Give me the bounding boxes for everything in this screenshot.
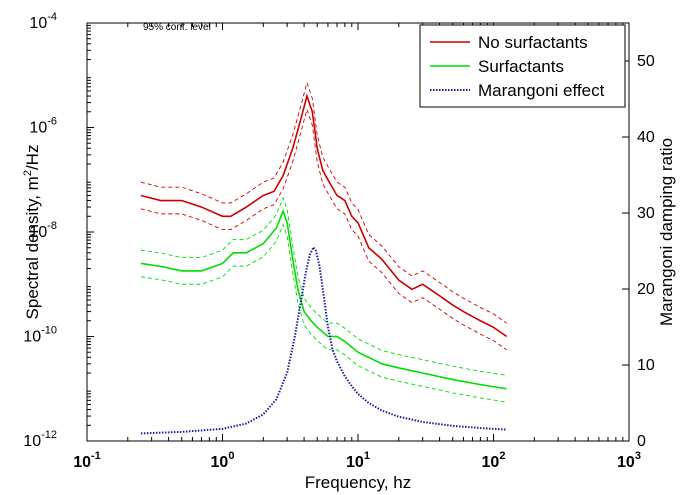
axes-layer: 10-1 100 101 102 10310-1210-1010-810-610-401… [23,11,655,471]
x-tick-label: 101 [346,450,370,471]
y-right-tick-label: 50 [637,53,655,70]
y-right-tick-label: 30 [637,205,655,222]
y-axis-left-title-main: Spectral density, m [23,176,42,319]
y-left-tick-label-base: 10 [29,224,47,241]
y-axis-left-title-tail: /Hz [23,145,42,171]
series-line-no-surfactants [140,93,508,338]
y-left-tick-label-base: 10 [23,433,41,450]
x-tick-label-base: 10 [346,454,364,471]
y-left-tick-label: 10-6 [29,116,57,137]
y-right-tick-label: 20 [637,281,655,298]
legend-label-marangoni: Marangoni effect [478,81,605,100]
conf-level-note: 95% conf. level [143,22,211,33]
legend: No surfactants Surfactants Marangoni eff… [419,24,626,108]
y-left-tick-label: 10-10 [23,325,57,346]
x-tick-label-exp: 2 [499,450,505,462]
x-tick-label: 103 [617,450,641,471]
series-line-surfactants [140,208,507,390]
x-tick-label: 100 [211,450,235,471]
y-left-tick-label: 10-4 [29,11,57,32]
y-left-tick-label-exp: -6 [47,116,57,128]
x-tick-label-exp: 0 [228,450,234,462]
y-left-tick-label-exp: -4 [47,11,57,23]
series-layer [140,81,508,435]
x-axis-title: Frequency, hz [305,473,411,492]
y-left-tick-label-exp: -10 [41,325,57,337]
y-left-tick-label-exp: -12 [41,429,57,441]
y-left-tick-label: 10-8 [29,220,57,241]
x-tick-label-exp: 3 [635,450,641,462]
x-tick-label-exp: -1 [91,450,101,462]
y-right-tick-label: 0 [637,433,646,450]
y-axis-right-title: Marangoni damping ratio [657,138,676,326]
y-axis-left-title: Spectral density, m2/Hz [22,145,42,320]
legend-label-no-surfactants: No surfactants [478,33,588,52]
y-right-tick-label: 40 [637,129,655,146]
x-tick-label-base: 10 [482,454,500,471]
y-left-tick-label-exp: -8 [47,220,57,232]
x-tick-label-exp: 1 [364,450,370,462]
y-left-tick-label: 10-12 [23,429,57,450]
legend-label-surfactants: Surfactants [478,57,564,76]
x-tick-label-base: 10 [211,454,229,471]
ci-upper-surfactants [140,196,507,376]
y-left-tick-label-base: 10 [29,15,47,32]
y-left-tick-label-base: 10 [23,329,41,346]
series-line-marangoni-effect [140,245,507,435]
x-tick-label-base: 10 [617,454,635,471]
x-tick-label-base: 10 [73,454,91,471]
y-left-tick-label-base: 10 [29,120,47,137]
y-axis-left-title-sup: 2 [22,170,34,176]
y-right-tick-label: 10 [637,357,655,374]
x-tick-label: 10-1 [73,450,101,471]
x-tick-label: 102 [482,450,506,471]
ci-lower-surfactants [140,223,507,403]
